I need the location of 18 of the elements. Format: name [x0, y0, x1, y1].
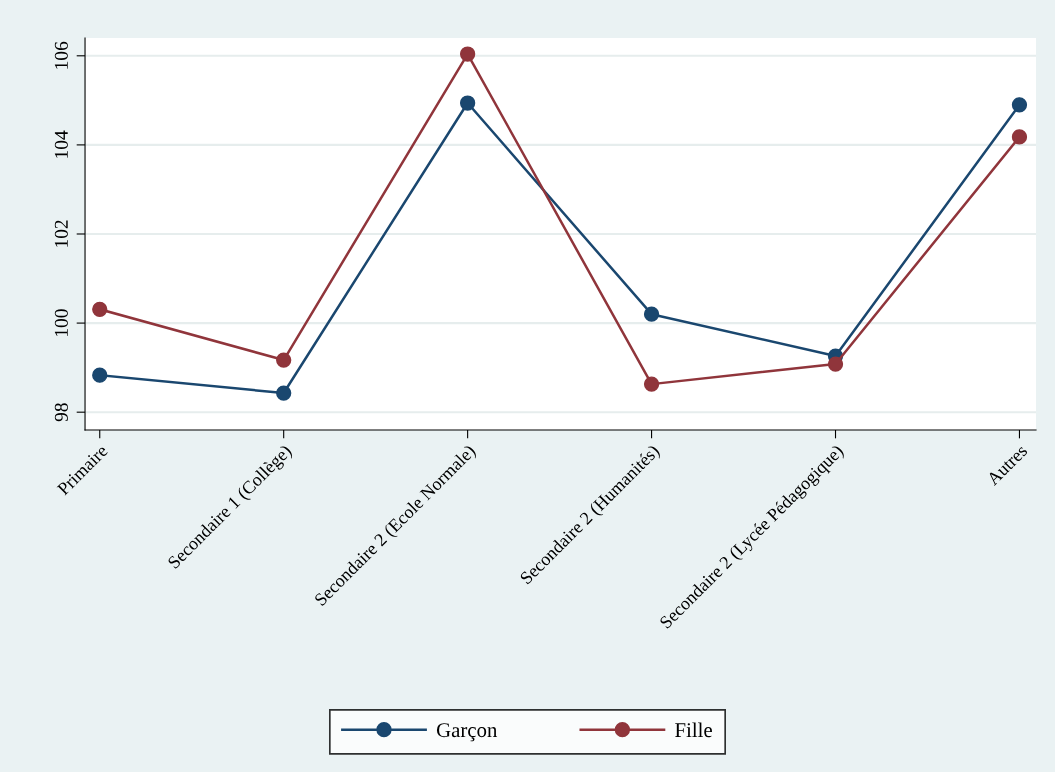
point: [827, 356, 844, 372]
point: [643, 376, 660, 392]
y-tick-label: 106: [54, 41, 68, 69]
y-tick-label: 104: [54, 130, 68, 158]
point: [459, 46, 476, 62]
point: [276, 352, 292, 368]
point: [643, 306, 660, 322]
y-tick-label: 100: [54, 309, 68, 336]
point: [1011, 129, 1028, 145]
legend-label: Garçon: [436, 723, 498, 742]
y-tick-label: 102: [54, 220, 68, 247]
legend-label: Fille: [675, 722, 712, 738]
point: [92, 367, 108, 383]
point: [92, 301, 108, 317]
y-tick-label: 98: [54, 403, 68, 422]
point: [459, 95, 476, 111]
point: [1011, 97, 1028, 113]
point: [276, 385, 292, 401]
